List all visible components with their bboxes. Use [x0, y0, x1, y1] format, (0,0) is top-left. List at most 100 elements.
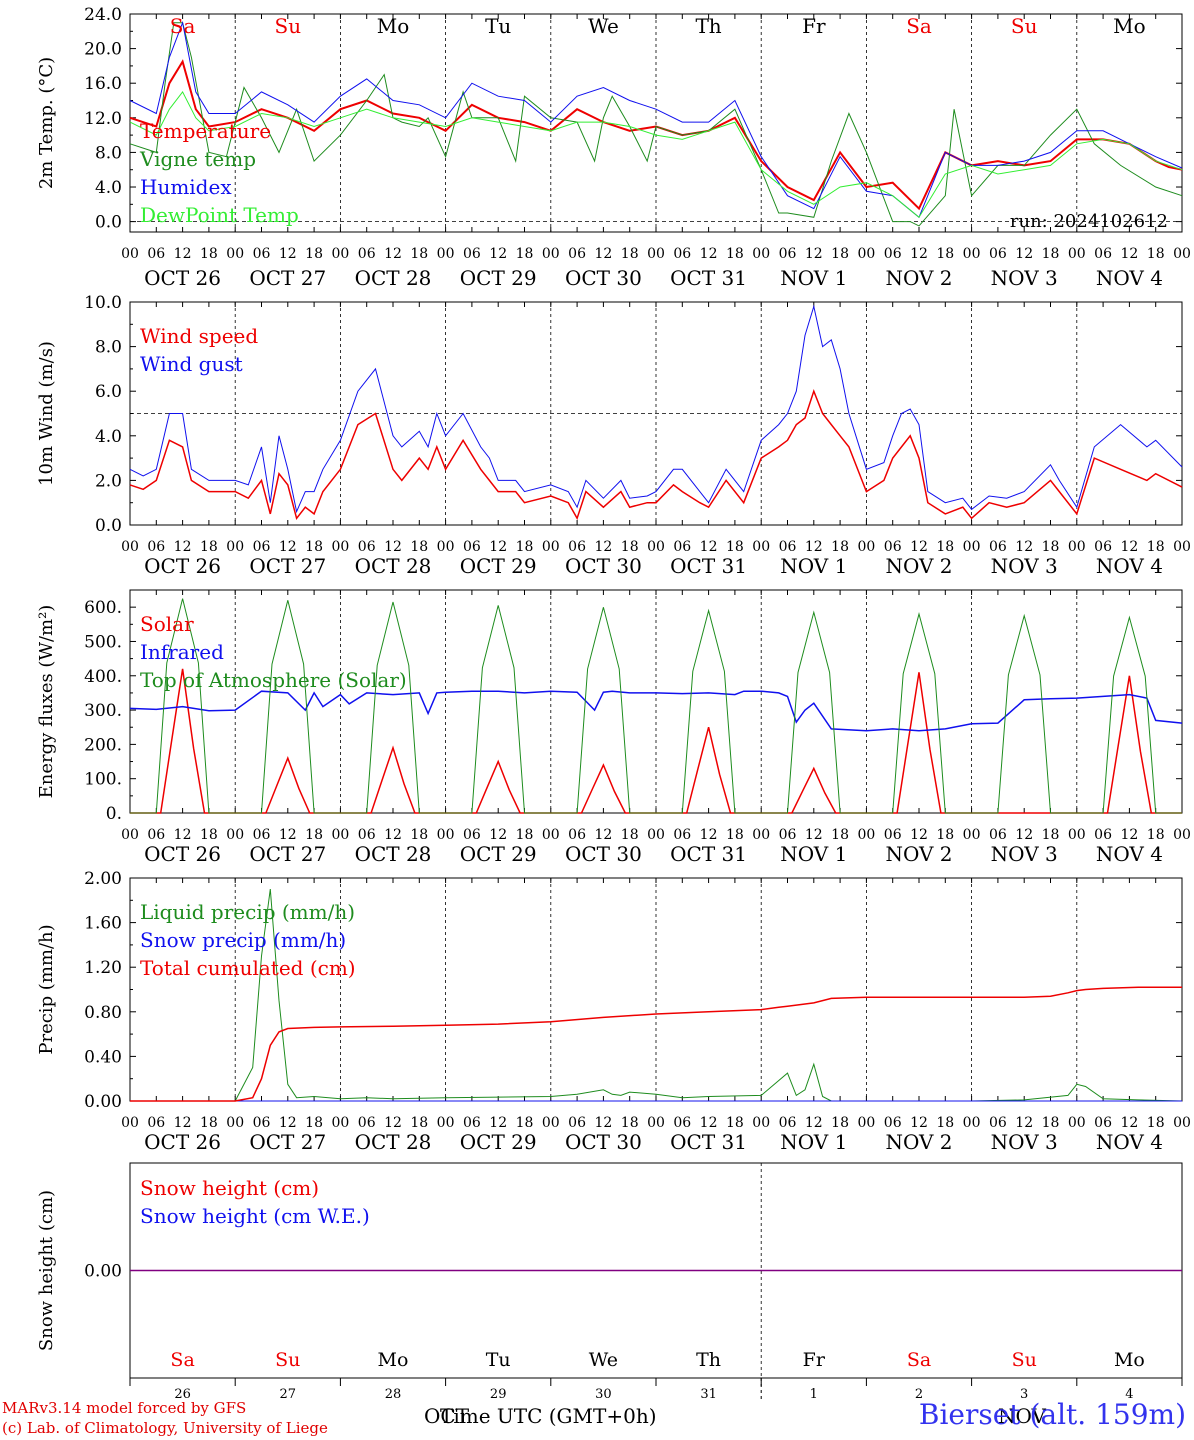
x-hour-label: 06 [779, 539, 797, 555]
x-hour-label: 00 [121, 246, 139, 262]
x-hour-label: 12 [1015, 539, 1033, 555]
x-hour-label: 00 [542, 246, 560, 262]
y-tick-label: 300. [84, 701, 122, 721]
x-hour-label: 18 [305, 539, 323, 555]
x-date-label: OCT 29 [460, 266, 537, 290]
y-tick-label: 0.80 [84, 1003, 122, 1023]
y-axis-label: Snow height (cm) [36, 1190, 57, 1351]
y-tick-label: 0.40 [84, 1047, 122, 1067]
x-hour-label: 18 [410, 539, 428, 555]
x-hour-label: 00 [331, 827, 349, 843]
x-hour-label: 06 [989, 246, 1007, 262]
x-date-label: NOV 2 [885, 266, 952, 290]
x-hour-label: 12 [700, 246, 718, 262]
x-hour-label: 18 [1042, 539, 1060, 555]
x-hour-label: 12 [1015, 1115, 1033, 1131]
x-hour-label: 12 [805, 827, 823, 843]
x-date-label: OCT 30 [565, 842, 642, 866]
panel-precip [129, 877, 1183, 1102]
x-hour-label: 00 [226, 1115, 244, 1131]
x-date-label: NOV 1 [780, 842, 847, 866]
day-number-label: 31 [700, 1387, 717, 1402]
weekday-label: Mo [1114, 1349, 1145, 1371]
x-date-label: OCT 31 [670, 1130, 747, 1154]
x-hour-label: 12 [174, 539, 192, 555]
x-hour-label: 00 [226, 827, 244, 843]
x-hour-label: 06 [358, 246, 376, 262]
x-date-label: NOV 2 [885, 554, 952, 578]
series-line-humidex [129, 20, 1183, 219]
x-hour-label: 12 [910, 1115, 928, 1131]
x-date-label: NOV 3 [991, 842, 1058, 866]
x-hour-label: 06 [989, 539, 1007, 555]
x-date-label: OCT 27 [249, 842, 326, 866]
x-hour-label: 06 [884, 1115, 902, 1131]
x-date-label: NOV 3 [991, 266, 1058, 290]
x-hour-label: 00 [963, 246, 981, 262]
month-label-left: OCT [424, 1404, 470, 1428]
x-hour-label: 00 [121, 539, 139, 555]
month-label-right: NOV [998, 1404, 1046, 1428]
y-tick-label: 8.0 [95, 338, 122, 358]
x-date-label: OCT 29 [460, 1130, 537, 1154]
x-date-label: OCT 31 [670, 554, 747, 578]
x-hour-label: 18 [726, 539, 744, 555]
x-hour-label: 18 [726, 827, 744, 843]
y-tick-label: 600. [84, 598, 122, 618]
x-hour-label: 00 [542, 539, 560, 555]
y-tick-label: 500. [84, 632, 122, 652]
x-hour-label: 06 [989, 1115, 1007, 1131]
x-date-label: OCT 28 [355, 266, 432, 290]
x-hour-label: 06 [253, 539, 271, 555]
x-hour-label: 12 [700, 827, 718, 843]
x-hour-label: 00 [752, 246, 770, 262]
x-hour-label: 12 [489, 1115, 507, 1131]
weekday-label: Fr [803, 1349, 826, 1371]
legend-entry: DewPoint Temp [140, 203, 299, 227]
x-hour-label: 18 [410, 827, 428, 843]
x-hour-label: 06 [147, 827, 165, 843]
x-date-label: OCT 26 [144, 1130, 221, 1154]
weekday-label: Sa [906, 14, 932, 38]
x-hour-label: 18 [936, 1115, 954, 1131]
x-hour-label: 00 [437, 246, 455, 262]
x-hour-label: 12 [700, 1115, 718, 1131]
x-hour-label: 18 [305, 1115, 323, 1131]
x-hour-label: 18 [1147, 827, 1165, 843]
x-hour-label: 18 [305, 246, 323, 262]
x-hour-label: 06 [358, 827, 376, 843]
x-hour-label: 18 [200, 246, 218, 262]
y-tick-label: 4.0 [95, 178, 122, 198]
x-hour-label: 06 [463, 246, 481, 262]
x-hour-label: 00 [1173, 1115, 1191, 1131]
x-hour-label: 12 [279, 1115, 297, 1131]
weekday-label: Sa [907, 1349, 931, 1371]
x-hour-label: 12 [1120, 246, 1138, 262]
x-date-label: OCT 29 [460, 554, 537, 578]
y-tick-label: 0.0 [95, 213, 122, 233]
x-hour-label: 18 [305, 827, 323, 843]
x-hour-label: 00 [647, 539, 665, 555]
y-tick-label: 1.20 [84, 958, 122, 978]
weekday-label: We [589, 1349, 618, 1371]
x-hour-label: 12 [279, 246, 297, 262]
x-hour-label: 00 [437, 539, 455, 555]
day-number-label: 1 [810, 1387, 818, 1402]
x-hour-label: 06 [463, 539, 481, 555]
x-hour-label: 12 [1120, 539, 1138, 555]
y-tick-label: 6.0 [95, 382, 122, 402]
x-hour-label: 06 [1094, 1115, 1112, 1131]
x-hour-label: 06 [779, 246, 797, 262]
weekday-label: Mo [377, 14, 410, 38]
x-hour-label: 00 [121, 827, 139, 843]
x-hour-label: 18 [200, 827, 218, 843]
x-hour-label: 06 [147, 539, 165, 555]
day-number-label: 26 [174, 1387, 191, 1402]
y-axis-label: Precip (mm/h) [36, 924, 57, 1054]
x-hour-label: 18 [516, 246, 534, 262]
legend-entry: Wind gust [140, 352, 243, 376]
x-hour-label: 18 [621, 827, 639, 843]
x-hour-label: 12 [594, 246, 612, 262]
x-date-label: OCT 28 [355, 842, 432, 866]
